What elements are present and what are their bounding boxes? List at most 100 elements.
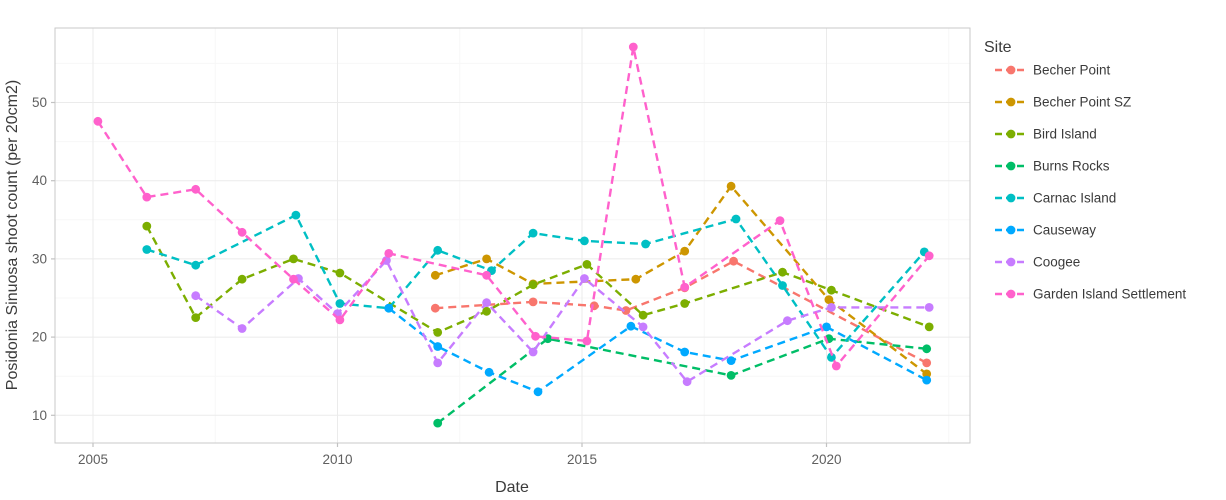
- data-point: [827, 353, 836, 362]
- legend-label: Bird Island: [1033, 127, 1097, 142]
- data-point: [638, 310, 648, 320]
- data-point: [482, 306, 491, 316]
- legend-label: Causeway: [1033, 223, 1096, 238]
- data-point: [430, 303, 440, 313]
- data-point: [433, 358, 443, 368]
- series-line: [146, 213, 926, 360]
- data-point: [142, 221, 152, 231]
- data-point: [726, 371, 736, 380]
- data-point: [335, 315, 345, 325]
- legend-key-dot: [1006, 65, 1016, 75]
- legend-label: Becher Point: [1033, 63, 1111, 78]
- data-point: [191, 260, 201, 270]
- axis-ticks: [51, 101, 828, 447]
- data-point: [433, 328, 443, 337]
- data-point: [680, 347, 690, 357]
- x-axis-title: Date: [495, 479, 529, 496]
- data-point: [482, 254, 491, 264]
- data-point: [433, 245, 443, 255]
- x-tick-label: 2010: [322, 452, 352, 467]
- data-point: [924, 251, 934, 261]
- data-point: [824, 295, 834, 304]
- data-point: [482, 298, 491, 308]
- x-tick-label: 2020: [811, 452, 841, 467]
- data-point: [482, 270, 491, 280]
- data-point: [778, 281, 787, 290]
- data-point: [484, 367, 494, 377]
- series-becher-point-sz: [430, 181, 932, 379]
- series-garden-island-settlement: [93, 42, 934, 371]
- series-causeway: [384, 303, 932, 397]
- legend-label: Garden Island Settlement: [1033, 287, 1186, 302]
- data-point: [726, 356, 736, 365]
- legend-entry-coogee: Coogee: [995, 255, 1080, 270]
- data-point: [631, 274, 641, 284]
- data-point: [680, 282, 690, 292]
- series-coogee: [191, 256, 934, 387]
- data-point: [628, 42, 638, 52]
- data-point: [531, 331, 540, 341]
- data-point: [831, 361, 841, 371]
- y-tick-label: 50: [32, 95, 47, 110]
- data-point: [291, 210, 301, 220]
- data-point: [680, 246, 690, 256]
- data-point: [528, 280, 538, 290]
- series-line: [388, 307, 928, 394]
- data-point: [237, 227, 247, 237]
- data-point: [641, 239, 650, 249]
- major-gridlines: [55, 28, 970, 443]
- data-point: [680, 299, 690, 308]
- data-point: [384, 249, 394, 258]
- y-tick-label: 10: [32, 408, 47, 423]
- data-point: [191, 184, 201, 194]
- legend-key-dot: [1006, 97, 1016, 107]
- data-point: [922, 375, 932, 385]
- legend-entry-burns-rocks: Burns Rocks: [995, 159, 1110, 174]
- legend-label: Carnac Island: [1033, 191, 1116, 206]
- minor-gridlines: [55, 28, 970, 443]
- data-point: [191, 291, 201, 301]
- data-point: [430, 270, 440, 280]
- series-line: [195, 258, 930, 384]
- series-line: [96, 46, 931, 369]
- legend-entry-becher-point: Becher Point: [995, 63, 1111, 78]
- series-burns-rocks: [433, 334, 932, 428]
- axis-tick-labels: 2005 2010 2015 2020 10 20 30 40 50: [32, 95, 842, 467]
- data-point: [582, 336, 592, 346]
- data-point: [775, 216, 785, 226]
- data-point: [142, 192, 152, 202]
- data-point: [682, 377, 692, 387]
- data-point: [528, 228, 538, 238]
- legend-key-dot: [1006, 257, 1016, 267]
- data-point: [582, 260, 592, 269]
- series-line: [434, 184, 928, 375]
- y-axis-title: Posidonia Sinuosa shoot count (per 20cm2…: [4, 80, 21, 390]
- data-point: [335, 268, 345, 278]
- data-point: [433, 342, 443, 351]
- data-point: [237, 274, 247, 284]
- data-series-layer: [93, 42, 934, 428]
- panel-border: [54, 27, 971, 444]
- legend-key-dot: [1006, 193, 1016, 203]
- data-point: [778, 267, 787, 277]
- legend-key-dot: [1006, 129, 1016, 139]
- legend-title: Site: [984, 39, 1012, 56]
- data-point: [191, 313, 201, 322]
- series-line: [145, 225, 930, 334]
- series-bird-island: [142, 221, 934, 337]
- x-tick-label: 2015: [567, 452, 597, 467]
- x-tick-label: 2005: [78, 452, 108, 467]
- legend-key-dot: [1006, 161, 1016, 171]
- data-point: [924, 303, 934, 312]
- data-point: [922, 369, 932, 379]
- data-point: [289, 274, 298, 284]
- data-point: [621, 306, 631, 315]
- data-point: [726, 181, 736, 191]
- data-point: [626, 321, 636, 331]
- data-point: [335, 299, 345, 308]
- data-point: [638, 322, 648, 332]
- data-point: [827, 303, 836, 312]
- legend-entry-becher-point-sz: Becher Point SZ: [995, 95, 1131, 110]
